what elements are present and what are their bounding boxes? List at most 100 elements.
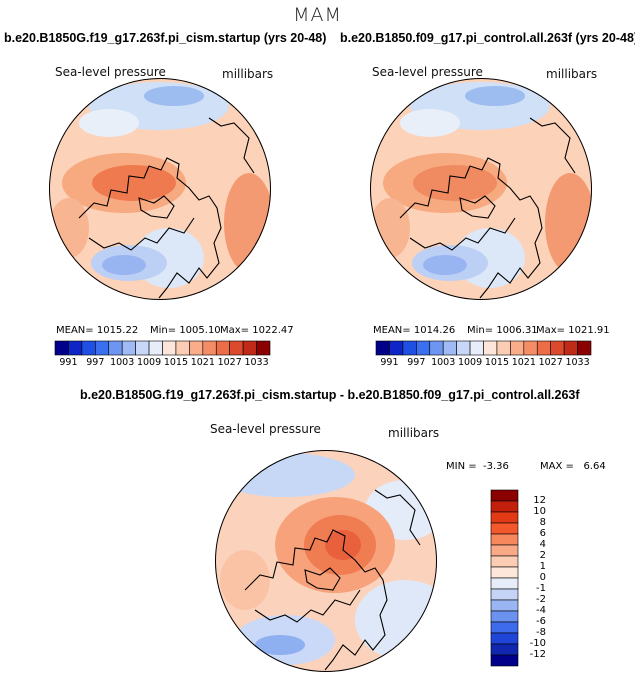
colorbar-tick-label: -2 [536,594,546,605]
panel1-colorbar [54,340,271,356]
coastline [244,489,421,671]
panel2-variable-label: Sea-level pressure [372,65,483,79]
field-region [423,255,467,275]
field-region [255,635,305,655]
field-region [49,198,89,258]
field-region [215,453,355,497]
colorbar-tick-label: 10 [533,506,546,517]
colorbar-swatch [490,566,519,579]
colorbar-swatch [490,511,519,524]
colorbar-swatch [490,500,519,513]
colorbar-swatch [510,340,525,356]
field-region [79,109,139,137]
colorbar-tick-label: -12 [529,649,546,660]
field-region [400,109,460,137]
colorbar-tick-label: 1015 [484,357,510,368]
colorbar-tick-label: -4 [536,605,546,616]
colorbar-swatch [68,340,83,356]
panel1-mean: MEAN= 1015.22 [56,325,139,336]
colorbar-tick-label: 4 [539,539,546,550]
panel1-title: b.e20.B1850G.f19_g17.263f.pi_cism.startu… [4,31,327,45]
panel1-colorbar-ticks: 991 997 1003 1009 1015 1021 1027 1033 [55,357,270,371]
colorbar-tick-label: 2 [539,550,546,561]
colorbar-swatch [135,340,150,356]
colorbar-swatch [256,340,271,356]
colorbar-swatch [490,632,519,645]
diff-max: MAX = 6.64 [540,461,606,472]
colorbar-swatch [469,340,484,356]
colorbar-swatch [490,610,519,623]
field-region [465,86,525,106]
colorbar-swatch [389,340,404,356]
field-region [413,165,497,201]
diff-variable-label: Sea-level pressure [210,422,321,436]
panel2-mean: MEAN= 1014.26 [373,325,456,336]
colorbar-tick-label: 997 [86,357,105,368]
colorbar-swatch [121,340,136,356]
map-boundary [370,78,592,300]
colorbar-swatch [54,340,69,356]
colorbar-tick-label: 6 [539,528,546,539]
field-region [355,580,437,660]
colorbar-tick-label: 1021 [511,357,536,368]
field-region [144,86,204,106]
colorbar-swatch [148,340,163,356]
panel2-max: Max= 1021.91 [536,325,610,336]
colorbar-swatch [162,340,177,356]
panel2-title: b.e20.B1850.f09_g17.pi_control.all.263f … [340,31,635,45]
field-region [102,255,146,275]
colorbar-tick-label: 1 [539,561,546,572]
field-region [224,173,271,273]
field-region [370,198,410,258]
colorbar-swatch [490,489,519,502]
colorbar-tick-label: 1033 [565,357,590,368]
colorbar-swatch [563,340,578,356]
panel1-map [49,78,271,300]
panel1-max: Max= 1022.47 [220,325,294,336]
colorbar-swatch [483,340,498,356]
colorbar-tick-label: 0 [539,572,546,583]
field-region [325,530,361,560]
panel1-units-label: millibars [222,67,274,81]
coastline [78,117,255,299]
colorbar-tick-label: 1009 [136,357,162,368]
colorbar-swatch [536,340,551,356]
panel1-min: Min= 1005.10 [150,325,221,336]
colorbar-swatch [490,643,519,656]
colorbar-tick-label: 1027 [538,357,563,368]
colorbar-tick-label: 8 [539,517,546,528]
colorbar-swatch [95,340,110,356]
colorbar-swatch [490,654,519,667]
colorbar-swatch [490,555,519,568]
panel2-colorbar [375,340,592,356]
panel2-units-label: millibars [546,67,598,81]
diff-colorbar [490,489,519,667]
colorbar-swatch [402,340,417,356]
colorbar-swatch [577,340,592,356]
colorbar-swatch [375,340,390,356]
panel1-variable-label: Sea-level pressure [55,65,166,79]
colorbar-tick-label: 1009 [457,357,483,368]
panel2-colorbar-ticks: 991 997 1003 1009 1015 1021 1027 1033 [376,357,591,371]
colorbar-swatch [550,340,565,356]
colorbar-tick-label: 1015 [163,357,189,368]
colorbar-swatch [242,340,257,356]
diff-map [215,450,437,672]
diff-title: b.e20.B1850G.f19_g17.263f.pi_cism.startu… [80,388,580,402]
colorbar-swatch [108,340,123,356]
colorbar-swatch [189,340,204,356]
colorbar-swatch [416,340,431,356]
colorbar-swatch [523,340,538,356]
colorbar-tick-label: -6 [536,616,546,627]
colorbar-tick-label: 1003 [431,357,456,368]
colorbar-swatch [215,340,230,356]
coastline [399,117,576,299]
colorbar-swatch [456,340,471,356]
field-region [220,550,270,610]
colorbar-swatch [490,577,519,590]
colorbar-swatch [202,340,217,356]
map-boundary [49,78,271,300]
map-boundary [215,450,437,672]
colorbar-tick-label: -8 [536,627,546,638]
colorbar-swatch [175,340,190,356]
